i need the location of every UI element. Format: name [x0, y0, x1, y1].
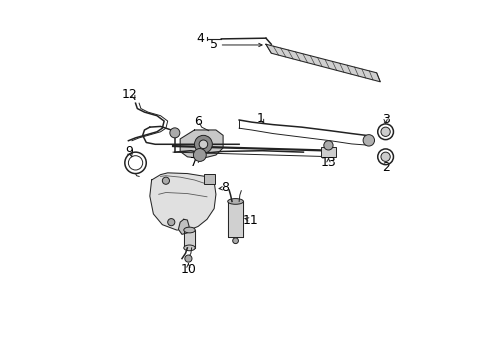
Circle shape [167, 219, 175, 226]
Polygon shape [227, 202, 243, 237]
Circle shape [169, 128, 180, 138]
Circle shape [323, 141, 332, 150]
Circle shape [232, 238, 238, 244]
Text: 12: 12 [122, 88, 137, 101]
Ellipse shape [183, 245, 195, 251]
Text: 11: 11 [243, 213, 258, 226]
Text: 2: 2 [381, 161, 389, 174]
Circle shape [363, 135, 374, 146]
Circle shape [162, 177, 169, 184]
Polygon shape [183, 230, 195, 248]
Polygon shape [180, 130, 223, 158]
Text: 7: 7 [190, 156, 198, 169]
Text: 3: 3 [381, 113, 389, 126]
Polygon shape [149, 173, 216, 230]
Text: 10: 10 [180, 263, 196, 276]
Text: 6: 6 [194, 114, 202, 127]
Text: 1: 1 [256, 112, 264, 125]
FancyBboxPatch shape [204, 174, 214, 184]
Circle shape [380, 152, 389, 161]
Circle shape [199, 140, 207, 149]
Circle shape [380, 127, 389, 136]
Polygon shape [178, 219, 189, 234]
Text: 8: 8 [221, 181, 228, 194]
Text: 5: 5 [210, 39, 218, 51]
Ellipse shape [183, 227, 195, 233]
Polygon shape [265, 44, 380, 82]
Text: 13: 13 [320, 156, 336, 169]
Text: 9: 9 [125, 145, 133, 158]
Ellipse shape [227, 199, 243, 204]
Circle shape [193, 149, 206, 161]
Circle shape [184, 255, 192, 262]
Text: 4: 4 [196, 32, 203, 45]
Circle shape [194, 135, 212, 153]
FancyBboxPatch shape [320, 147, 336, 157]
